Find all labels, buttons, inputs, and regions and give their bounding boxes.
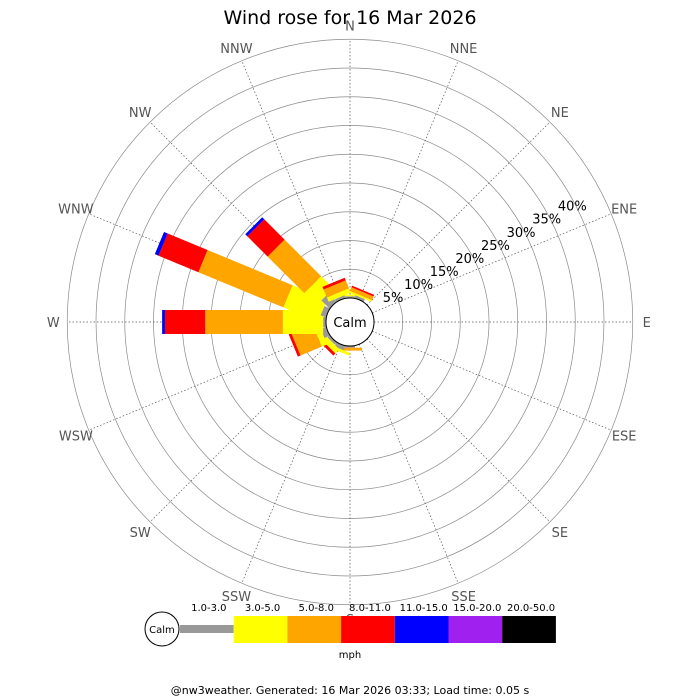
legend-label-1: 3.0-5.0 [245, 603, 280, 614]
bar-segment-nw-1 [304, 276, 334, 306]
direction-label-ene: ENE [611, 202, 637, 217]
direction-label-nne: NNE [450, 42, 478, 57]
bar-segment-nnw-3 [322, 277, 346, 290]
calm-circle [325, 297, 375, 347]
bar-s [338, 346, 362, 351]
spoke-sse [358, 344, 459, 584]
spoke-wsw [88, 330, 328, 431]
legend-units: mph [339, 650, 361, 661]
percent-label-30: 30% [507, 226, 536, 241]
direction-label-e: E [643, 316, 651, 331]
bar-segment-ssw-0 [334, 342, 346, 351]
chart-title: Wind rose for 16 Mar 2026 [223, 7, 476, 29]
bar-segment-nne-3 [351, 285, 375, 297]
spoke-ese [372, 330, 612, 431]
legend-swatch-6 [502, 616, 556, 643]
bar-nne [349, 285, 375, 302]
bar-segment-wnw-4 [154, 231, 168, 256]
direction-label-ese: ESE [612, 430, 637, 445]
percent-label-5: 5% [383, 291, 404, 306]
legend-swatch-2 [287, 616, 342, 643]
direction-label-w: W [47, 316, 60, 331]
direction-label-ne: NE [551, 106, 569, 121]
direction-label-se: SE [552, 526, 568, 541]
legend-swatch-4 [394, 616, 449, 643]
percent-label-10: 10% [404, 278, 433, 293]
bar-segment-nne-0 [354, 295, 365, 302]
bar-wnw [154, 231, 330, 322]
legend-label-5: 15.0-20.0 [453, 603, 501, 614]
direction-label-ssw: SSW [222, 590, 252, 605]
calm-label: Calm [333, 316, 366, 331]
bar-segment-n-0 [345, 296, 355, 298]
bar-segment-nnw-0 [335, 295, 346, 302]
legend-label-4: 11.0-15.0 [400, 603, 448, 614]
percent-label-25: 25% [481, 239, 510, 254]
legend-label-3: 8.0-11.0 [349, 603, 391, 614]
bar-segment-nnw-1 [326, 288, 351, 302]
bar-segment-s-2 [338, 347, 362, 351]
legend-calm-circle [144, 611, 180, 647]
bar-n [338, 294, 362, 298]
grid-ring-40 [95, 67, 605, 577]
direction-label-n: N [345, 19, 355, 34]
legend-swatch-0 [180, 625, 234, 633]
spoke-ssw [241, 344, 342, 584]
calm-circle-group: Calm [325, 297, 375, 347]
direction-label-nw: NW [129, 106, 152, 121]
bar-segment-wnw-1 [283, 285, 328, 322]
bar-segment-w-4 [162, 310, 165, 334]
legend-swatch-5 [448, 616, 503, 643]
direction-label-wsw: WSW [59, 430, 93, 445]
spoke-nne [358, 60, 459, 300]
legend-label-2: 5.0-8.0 [299, 603, 334, 614]
speed-legend: Calm mph 1.0-3.0 3.0-5.0 5.0-8.0 8.0-11.0 11… [144, 603, 556, 661]
legend-swatch-1 [233, 616, 288, 643]
bar-segment-nne-2 [349, 287, 374, 301]
percent-labels: 5%10%15%20%25%30%35%40% [383, 200, 587, 306]
footer-text: @nw3weather. Generated: 16 Mar 2026 03:3… [171, 684, 530, 697]
direction-label-sw: SW [130, 526, 151, 541]
spoke-nnw [241, 60, 342, 300]
legend-label-6: 20.0-50.0 [507, 603, 555, 614]
bar-segment-nw-4 [245, 217, 265, 237]
bar-segment-wnw-3 [158, 233, 208, 273]
spoke-ene [372, 213, 612, 314]
bar-segment-w-2 [205, 310, 283, 334]
percent-label-40: 40% [558, 200, 587, 215]
wind-bars [154, 217, 375, 357]
spoke-ne [366, 121, 551, 306]
legend-label-0: 1.0-3.0 [191, 603, 226, 614]
bar-segment-w-3 [165, 310, 206, 334]
legend-calm-label: Calm [149, 625, 175, 636]
spoke-sw [149, 338, 334, 523]
bar-nnw [322, 277, 351, 302]
bar-segment-wnw-0 [320, 305, 330, 318]
direction-label-sse: SSE [451, 590, 476, 605]
legend-swatch-3 [341, 616, 395, 643]
percent-label-20: 20% [455, 252, 484, 267]
bar-segment-wnw-2 [198, 250, 293, 308]
direction-label-nnw: NNW [220, 42, 252, 57]
bar-segment-wsw-3 [288, 333, 301, 357]
bar-segment-s-0 [345, 346, 355, 348]
bar-segment-w-0 [323, 317, 326, 327]
bar-segment-sw-0 [327, 335, 337, 345]
direction-label-wnw: WNW [58, 202, 94, 217]
bar-segment-nne-1 [349, 290, 373, 302]
bar-segment-nw-3 [247, 219, 285, 257]
bar-segment-nw-2 [267, 239, 322, 294]
bar-segment-n-1 [338, 294, 362, 297]
percent-label-15: 15% [430, 265, 459, 280]
grid-ring-35 [124, 96, 576, 548]
grid-ring-45 [66, 38, 634, 606]
spoke-se [366, 338, 551, 523]
bar-segment-nnw-2 [323, 280, 350, 298]
percent-label-35: 35% [532, 213, 561, 228]
